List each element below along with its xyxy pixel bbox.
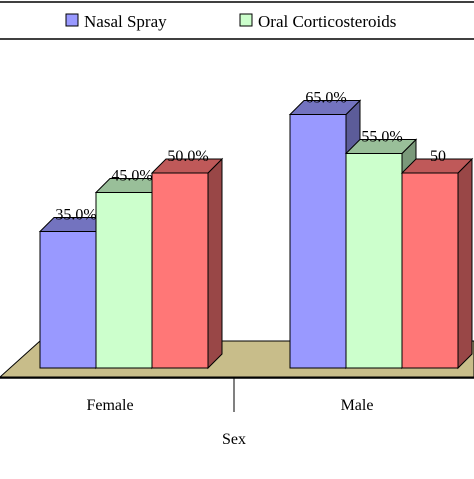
x-axis: Female Male Sex bbox=[0, 377, 474, 448]
legend-swatch-nasal-spray bbox=[65, 13, 79, 27]
x-axis-title: Sex bbox=[222, 431, 246, 448]
data-label-nasal-spray-female: 35.0% bbox=[55, 207, 96, 224]
bar-front-face bbox=[151, 172, 209, 369]
legend-frame bbox=[0, 1, 474, 40]
x-tick-label-male: Male bbox=[341, 397, 374, 414]
bar-nasal-spray-female bbox=[38, 216, 112, 370]
bar-front-face bbox=[401, 172, 459, 369]
legend-label-nasal-spray: Nasal Spray bbox=[84, 12, 167, 31]
bar-series-3-male bbox=[400, 157, 474, 370]
bar-side-face bbox=[457, 157, 473, 370]
data-label-oral-corticosteroids-female: 45.0% bbox=[111, 168, 152, 185]
x-tick-label-female: Female bbox=[86, 397, 133, 414]
data-label-series-3-female: 50.0% bbox=[167, 148, 208, 165]
data-label-oral-corticosteroids-male: 55.0% bbox=[361, 129, 402, 146]
legend-swatch-oral-corticosteroids bbox=[239, 13, 253, 27]
legend: Nasal Spray Oral Corticosteroids bbox=[0, 1, 474, 40]
legend-label-oral-corticosteroids: Oral Corticosteroids bbox=[258, 12, 396, 31]
value-labels: 35.0% 45.0% 50.0% 65.0% 55.0% 50 bbox=[55, 90, 446, 224]
bars bbox=[38, 99, 474, 370]
data-label-series-3-male: 50 bbox=[430, 148, 446, 165]
bar-front-face bbox=[345, 153, 403, 369]
bar-side-face bbox=[207, 157, 223, 370]
bar-front-face bbox=[39, 231, 97, 369]
data-label-nasal-spray-male: 65.0% bbox=[305, 90, 346, 107]
bar-series-3-female bbox=[150, 157, 224, 370]
bar-front-face bbox=[95, 192, 153, 369]
bar-front-face bbox=[289, 114, 347, 369]
